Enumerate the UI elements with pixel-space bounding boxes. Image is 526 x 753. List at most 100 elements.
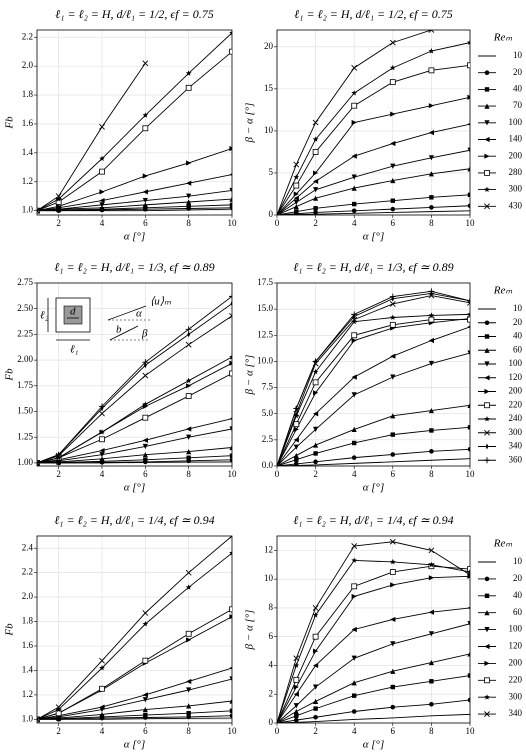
series-line xyxy=(37,148,232,212)
marker xyxy=(55,451,62,458)
y-tick-label: 5.0 xyxy=(262,408,274,418)
marker xyxy=(185,584,192,590)
chart-title: ℓ₁ = ℓ₂ = H, d/ℓ₁ = 1/3, ϵf ≃ 0.89 xyxy=(293,260,453,274)
series-line xyxy=(277,194,470,215)
legend-label: 100 xyxy=(509,358,523,368)
legend-label: 340 xyxy=(509,708,523,718)
marker xyxy=(313,187,319,193)
x-tick-label: 4 xyxy=(352,469,357,479)
legend-title: Reₘ xyxy=(493,285,513,297)
legend-label: 140 xyxy=(509,134,523,144)
marker xyxy=(37,459,40,466)
series-line xyxy=(37,204,232,212)
marker xyxy=(428,609,434,615)
series-group xyxy=(277,538,470,723)
marker xyxy=(312,149,319,155)
marker xyxy=(143,712,148,718)
x-axis-label: α [°] xyxy=(363,231,384,243)
marker xyxy=(293,412,300,419)
inset-label: ℓ₁ xyxy=(70,344,79,356)
marker xyxy=(142,452,148,458)
chart-title: ℓ₁ = ℓ₂ = H, d/ℓ₁ = 1/4, ϵf ≃ 0.94 xyxy=(54,513,214,527)
marker xyxy=(229,713,232,718)
y-tick-label: 1.00 xyxy=(17,457,33,467)
marker xyxy=(312,379,319,386)
marker xyxy=(55,193,62,200)
marker xyxy=(484,388,490,395)
marker xyxy=(99,189,105,195)
y-axis-label: β − α [°] xyxy=(244,355,256,396)
marker xyxy=(351,709,357,714)
marker xyxy=(351,332,358,339)
plot-frame xyxy=(36,29,233,216)
marker xyxy=(429,205,434,210)
marker xyxy=(351,102,358,109)
legend-label: 360 xyxy=(509,454,523,464)
marker xyxy=(293,444,299,450)
marker xyxy=(312,633,319,640)
marker xyxy=(293,174,300,180)
marker xyxy=(229,536,232,539)
marker xyxy=(185,341,192,348)
marker xyxy=(293,182,300,189)
x-axis-label: α [°] xyxy=(124,739,145,751)
marker xyxy=(484,153,490,159)
y-tick-label: 10 xyxy=(264,125,274,135)
marker xyxy=(185,326,192,333)
inset-label: b xyxy=(116,324,122,336)
x-axis-label: α [°] xyxy=(363,482,384,494)
legend-label: 120 xyxy=(509,641,523,651)
x-tick-label: 2 xyxy=(56,218,61,228)
marker xyxy=(99,436,105,443)
marker xyxy=(230,300,232,307)
series-line xyxy=(37,552,232,720)
marker xyxy=(390,668,396,674)
marker xyxy=(229,708,232,713)
marker xyxy=(484,457,490,464)
marker xyxy=(351,311,358,318)
legend-label: 300 xyxy=(509,184,523,194)
marker xyxy=(313,684,319,690)
y-tick-label: 1.8 xyxy=(22,616,34,626)
marker xyxy=(99,205,105,211)
marker xyxy=(312,368,319,375)
inset-label: α xyxy=(136,308,142,320)
marker xyxy=(99,685,105,692)
marker xyxy=(467,94,470,100)
marker xyxy=(484,593,490,598)
x-tick-label: 6 xyxy=(391,469,396,479)
marker xyxy=(484,416,490,422)
inset-arrow xyxy=(109,325,139,341)
x-tick-label: 6 xyxy=(391,218,396,228)
marker xyxy=(390,177,396,184)
marker xyxy=(313,210,318,215)
marker xyxy=(143,362,147,369)
series-line xyxy=(277,575,470,723)
x-tick-label: 4 xyxy=(100,726,105,736)
series-line xyxy=(37,315,232,464)
plot-frame xyxy=(276,282,471,467)
marker xyxy=(142,706,148,713)
marker xyxy=(351,318,358,325)
marker xyxy=(351,626,357,633)
series-line xyxy=(37,296,232,464)
marker xyxy=(351,185,357,191)
x-tick-label: 0 xyxy=(275,726,280,736)
marker xyxy=(467,39,470,46)
marker xyxy=(467,673,470,678)
series-line xyxy=(37,62,146,212)
x-tick-label: 8 xyxy=(429,218,434,228)
marker xyxy=(99,197,105,204)
marker xyxy=(99,456,105,462)
marker xyxy=(229,457,232,463)
marker xyxy=(390,616,396,623)
legend-label: 100 xyxy=(509,117,523,127)
marker xyxy=(142,401,149,407)
series-line xyxy=(277,326,470,466)
marker xyxy=(142,359,149,366)
marker xyxy=(142,60,149,67)
x-tick-label: 6 xyxy=(143,218,148,228)
marker xyxy=(389,39,396,46)
marker xyxy=(313,411,319,417)
series-line xyxy=(37,715,232,720)
